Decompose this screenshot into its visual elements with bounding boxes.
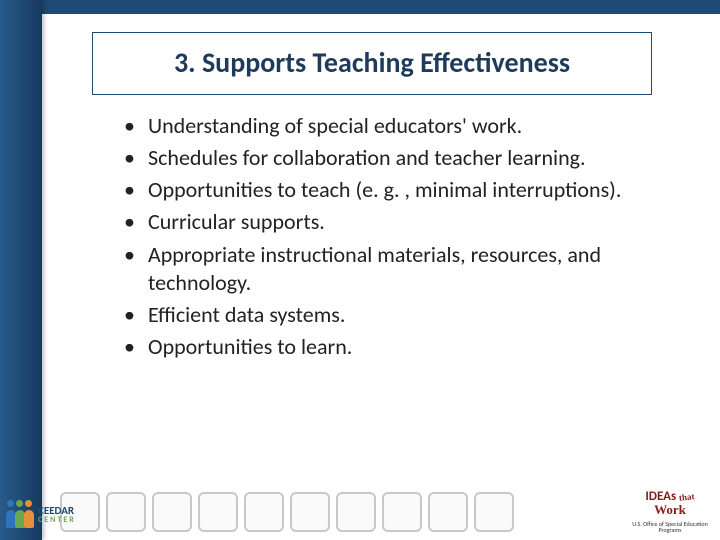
footer-square: [336, 492, 376, 532]
footer-square: [152, 492, 192, 532]
bullet-item: Schedules for collaboration and teacher …: [120, 144, 680, 172]
bullet-item: Opportunities to learn.: [120, 333, 680, 361]
title-box: 3. Supports Teaching Effectiveness: [92, 32, 652, 95]
footer-squares: [60, 492, 514, 532]
bullet-item: Curricular supports.: [120, 208, 680, 236]
bullet-item: Appropriate instructional materials, res…: [120, 241, 680, 297]
ceedar-logo: CEEDAR CENTER: [6, 494, 106, 534]
footer-square: [244, 492, 284, 532]
footer-square: [428, 492, 468, 532]
footer-square: [474, 492, 514, 532]
ideas-line3: Work: [654, 502, 686, 517]
footer-square: [198, 492, 238, 532]
footer-square: [382, 492, 422, 532]
bullet-item: Understanding of special educators' work…: [120, 112, 680, 140]
ideas-line2: that: [679, 492, 695, 503]
bullet-list: Understanding of special educators' work…: [120, 112, 680, 365]
slide-title: 3. Supports Teaching Effectiveness: [109, 45, 635, 80]
bullet-item: Efficient data systems.: [120, 301, 680, 329]
ceedar-sub: CENTER: [38, 516, 76, 524]
ideas-logo: IDEAs that Work U.S. Office of Special E…: [630, 490, 710, 534]
left-stripe: [0, 0, 42, 540]
footer-square: [290, 492, 330, 532]
ideas-badge: IDEAs that Work: [645, 490, 694, 517]
ceedar-text: CEEDAR CENTER: [38, 505, 76, 524]
bullet-item: Opportunities to teach (e. g. , minimal …: [120, 176, 680, 204]
ideas-sub: U.S. Office of Special Education Program…: [630, 521, 710, 534]
footer-square: [106, 492, 146, 532]
top-accent-bar: [0, 0, 720, 14]
ceedar-people-icon: [6, 500, 34, 528]
